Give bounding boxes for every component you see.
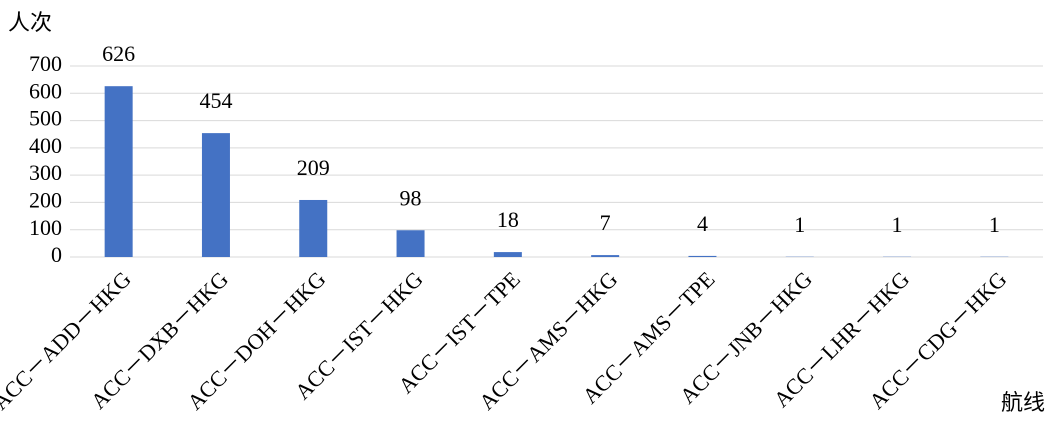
y-tick-label: 500 [29,106,62,131]
data-label: 1 [794,212,805,237]
data-label: 4 [697,211,708,236]
data-label: 1 [989,212,1000,237]
y-tick-label: 400 [29,133,62,158]
bar [396,230,425,257]
y-tick-label: 600 [29,78,62,103]
bar [688,255,717,257]
data-label: 18 [497,207,519,232]
y-tick-label: 300 [29,160,62,185]
data-label: 454 [199,88,232,113]
data-label: 1 [892,212,903,237]
x-axis-label: 航线 [1001,390,1045,415]
y-axis-label: 人次 [8,10,52,35]
data-label: 98 [400,185,422,210]
bar [104,86,133,257]
bar [299,199,328,257]
data-label: 7 [600,210,611,235]
data-label: 209 [297,155,330,180]
y-tick-label: 0 [51,242,62,267]
y-tick-label: 700 [29,51,62,76]
bar [591,255,620,257]
y-tick-label: 200 [29,187,62,212]
data-label: 626 [102,41,135,66]
y-tick-label: 100 [29,215,62,240]
bar [201,133,230,257]
bar [493,252,522,257]
